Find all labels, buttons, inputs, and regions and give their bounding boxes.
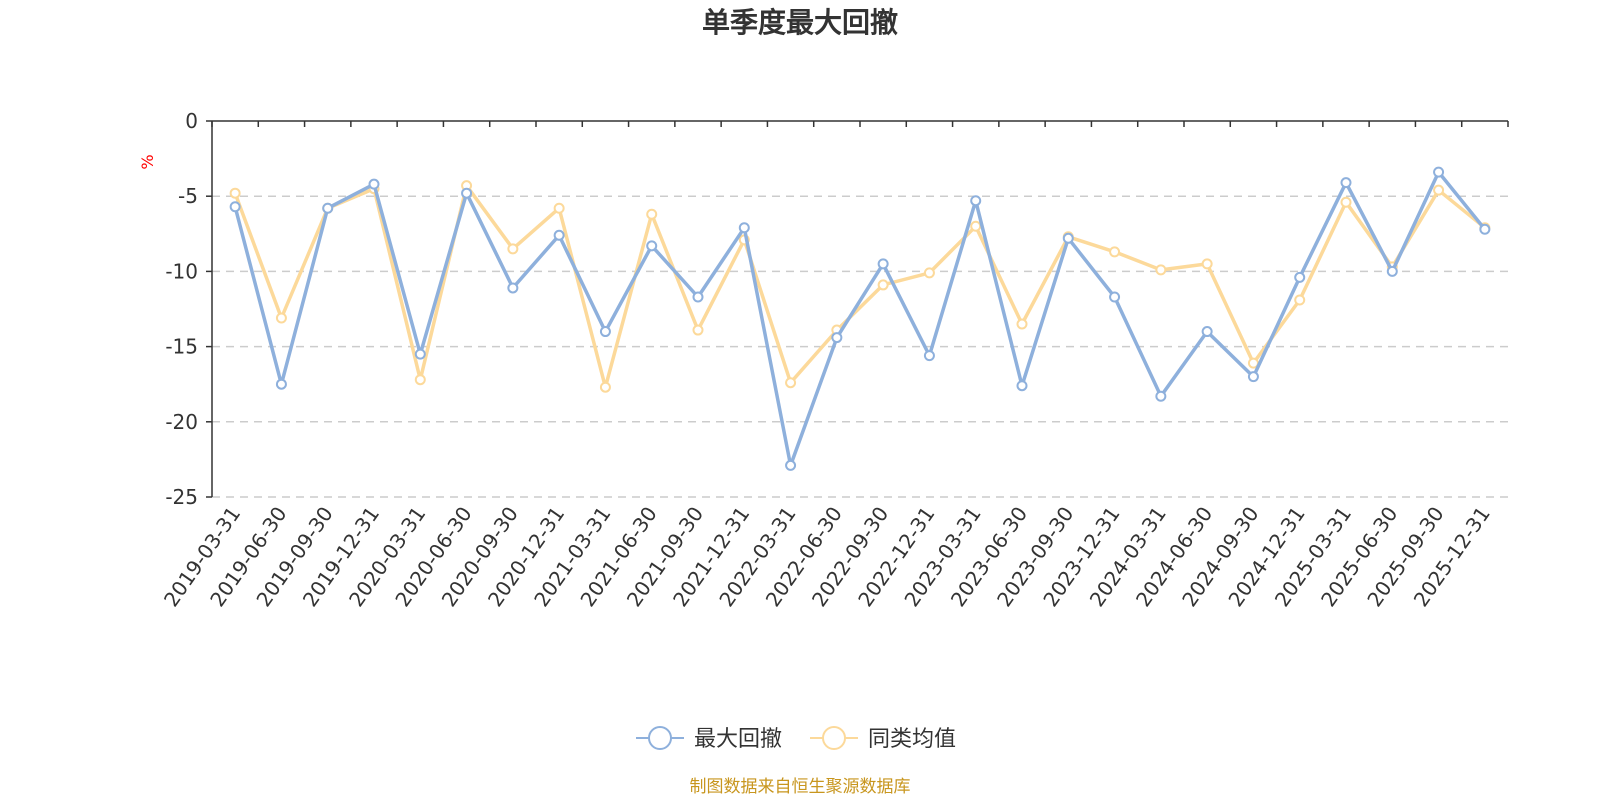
legend-item-peer-average: 同类均值 bbox=[810, 726, 956, 752]
series-line bbox=[233, 170, 1487, 468]
data-point bbox=[275, 312, 287, 324]
data-point bbox=[1247, 371, 1259, 383]
data-point bbox=[692, 291, 704, 303]
series-max-drawdown bbox=[229, 166, 1491, 471]
data-point bbox=[1109, 246, 1121, 258]
data-point bbox=[553, 202, 565, 214]
legend-label: 最大回撤 bbox=[694, 727, 782, 752]
data-point bbox=[1340, 177, 1352, 189]
data-point bbox=[1201, 326, 1213, 338]
data-point bbox=[1386, 265, 1398, 277]
data-point bbox=[646, 240, 658, 252]
data-point bbox=[368, 178, 380, 190]
data-point bbox=[1479, 223, 1491, 235]
y-tick-label: 0 bbox=[185, 109, 198, 133]
y-tick-label: -25 bbox=[165, 485, 198, 509]
legend: 最大回撤 同类均值 bbox=[636, 726, 956, 752]
data-point bbox=[414, 348, 426, 360]
data-point bbox=[1201, 258, 1213, 270]
y-tick-label: -15 bbox=[165, 335, 198, 359]
y-tick-label: -5 bbox=[178, 184, 198, 208]
data-point bbox=[1062, 232, 1074, 244]
data-point bbox=[738, 222, 750, 234]
y-tick-label: -20 bbox=[165, 410, 198, 434]
data-point bbox=[1155, 390, 1167, 402]
data-point bbox=[831, 332, 843, 344]
axes: 0-5-10-15-20-252019-03-312019-06-302019-… bbox=[159, 109, 1509, 611]
data-point bbox=[1433, 166, 1445, 178]
data-point bbox=[553, 229, 565, 241]
data-point bbox=[599, 326, 611, 338]
y-tick-label: -10 bbox=[165, 259, 198, 283]
series-layer bbox=[229, 166, 1491, 471]
legend-marker bbox=[648, 726, 672, 750]
data-point bbox=[646, 208, 658, 220]
data-point bbox=[275, 378, 287, 390]
data-point bbox=[785, 377, 797, 389]
data-point bbox=[692, 324, 704, 336]
data-point bbox=[1155, 264, 1167, 276]
data-point bbox=[1016, 318, 1028, 330]
data-point bbox=[970, 220, 982, 232]
data-point bbox=[1294, 271, 1306, 283]
y-axis-unit: % bbox=[138, 154, 157, 169]
data-point bbox=[461, 187, 473, 199]
data-point bbox=[1294, 294, 1306, 306]
data-point bbox=[785, 459, 797, 471]
series-line bbox=[233, 183, 1487, 389]
legend-marker bbox=[822, 726, 846, 750]
data-point bbox=[507, 243, 519, 255]
data-point bbox=[1109, 291, 1121, 303]
chart-title: 单季度最大回撤 bbox=[702, 6, 898, 39]
data-point bbox=[1340, 196, 1352, 208]
data-point bbox=[877, 279, 889, 291]
data-point bbox=[507, 282, 519, 294]
data-point bbox=[1433, 184, 1445, 196]
legend-label: 同类均值 bbox=[868, 727, 956, 752]
series-peer-average bbox=[229, 180, 1491, 393]
legend-item-max-drawdown: 最大回撤 bbox=[636, 726, 782, 752]
data-point bbox=[229, 187, 241, 199]
data-point bbox=[229, 201, 241, 213]
data-point bbox=[923, 267, 935, 279]
data-point bbox=[970, 195, 982, 207]
data-point bbox=[322, 202, 334, 214]
data-point bbox=[877, 258, 889, 270]
data-source-note: 制图数据来自恒生聚源数据库 bbox=[690, 777, 911, 797]
data-point bbox=[414, 374, 426, 386]
grid-lines bbox=[212, 195, 1508, 498]
data-point bbox=[1016, 380, 1028, 392]
data-point bbox=[599, 381, 611, 393]
data-point bbox=[923, 350, 935, 362]
